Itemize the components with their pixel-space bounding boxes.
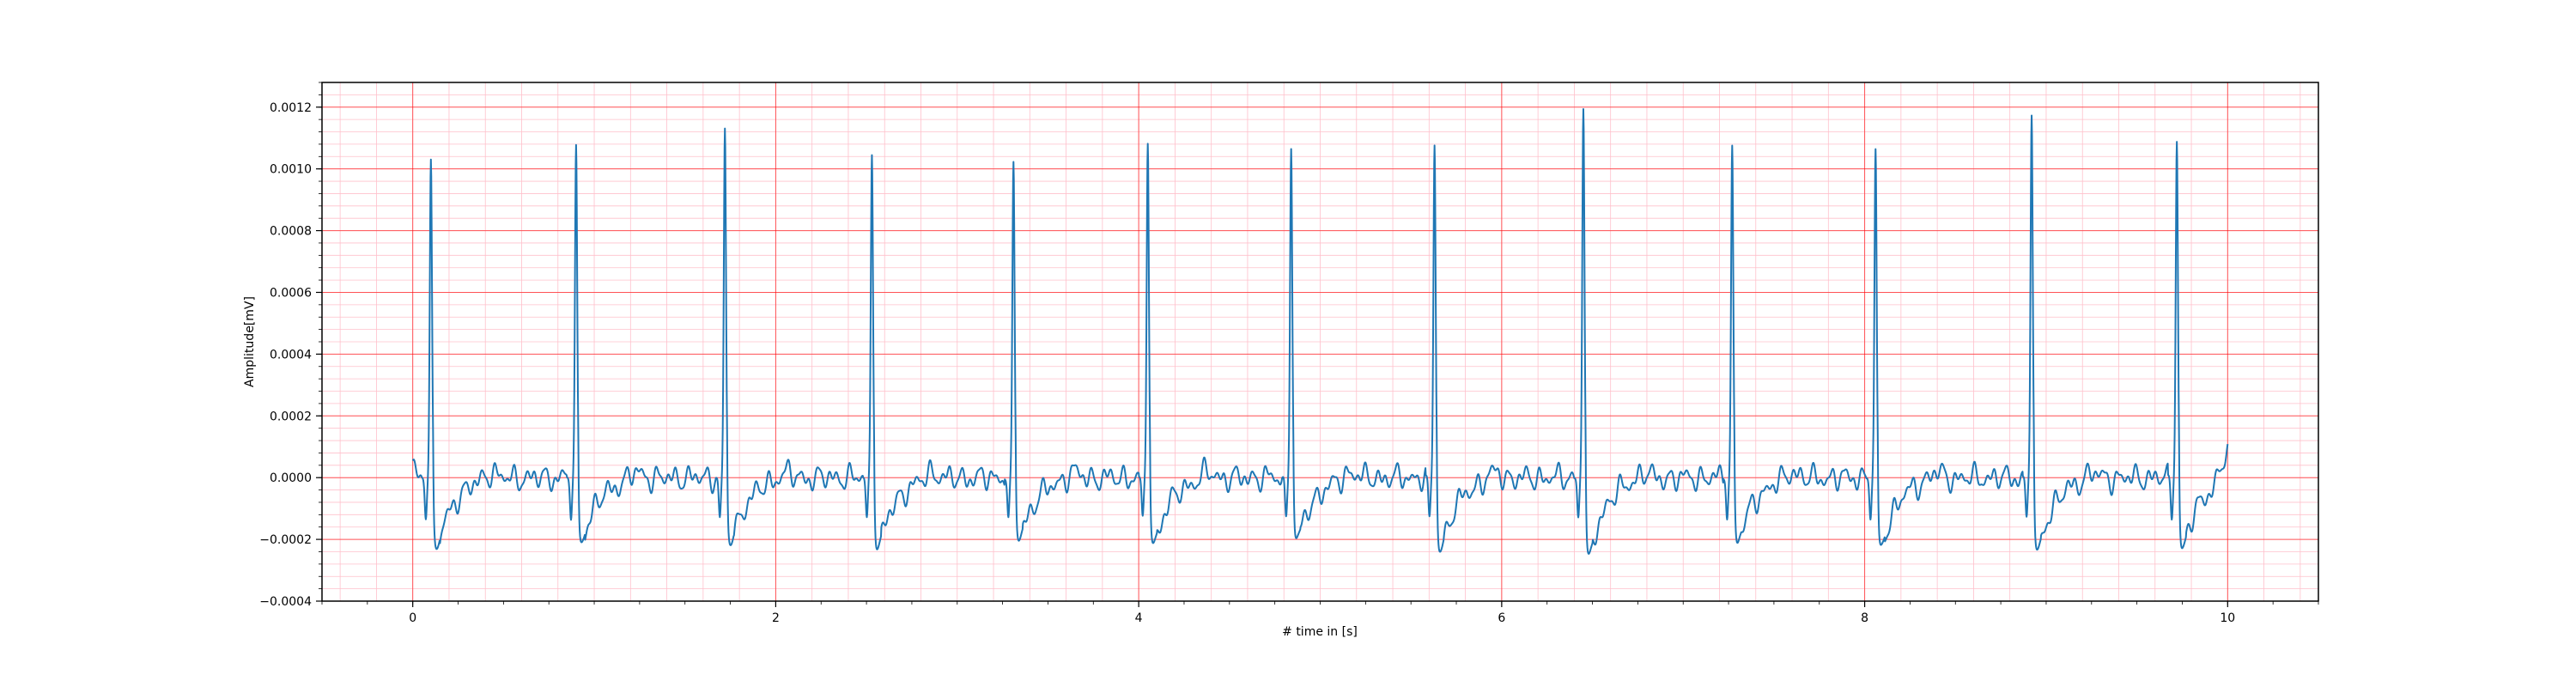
x-tick-label: 8 <box>1861 611 1868 625</box>
y-tick-label: 0.0004 <box>270 348 312 362</box>
ecg-line <box>411 108 2229 555</box>
y-tick-label: 0.0012 <box>270 101 312 115</box>
x-tick-label: 0 <box>409 611 416 625</box>
y-tick-label: 0.0002 <box>270 410 312 423</box>
x-tick-label: 2 <box>772 611 780 625</box>
x-tick-label: 6 <box>1498 611 1505 625</box>
y-tick-label: 0.0008 <box>270 225 312 239</box>
x-axis-ticks: 0 2 4 6 8 10 <box>321 601 2319 625</box>
x-axis-label: # time in [s] <box>1282 625 1358 639</box>
y-tick-label: −0.0004 <box>259 595 312 609</box>
y-axis-label: Amplitude[mV] <box>243 296 257 387</box>
ecg-series <box>411 108 2229 555</box>
y-tick-label: 0.0010 <box>270 163 312 177</box>
x-tick-label: 4 <box>1135 611 1143 625</box>
y-tick-label: −0.0002 <box>259 533 312 547</box>
y-tick-label: 0.0006 <box>270 286 312 300</box>
x-tick-label: 10 <box>2220 611 2235 625</box>
y-axis-ticks: −0.0004 −0.0002 0.0000 0.0002 0.0004 0.0006 0.… <box>259 82 322 609</box>
y-tick-label: 0.0000 <box>270 471 312 485</box>
